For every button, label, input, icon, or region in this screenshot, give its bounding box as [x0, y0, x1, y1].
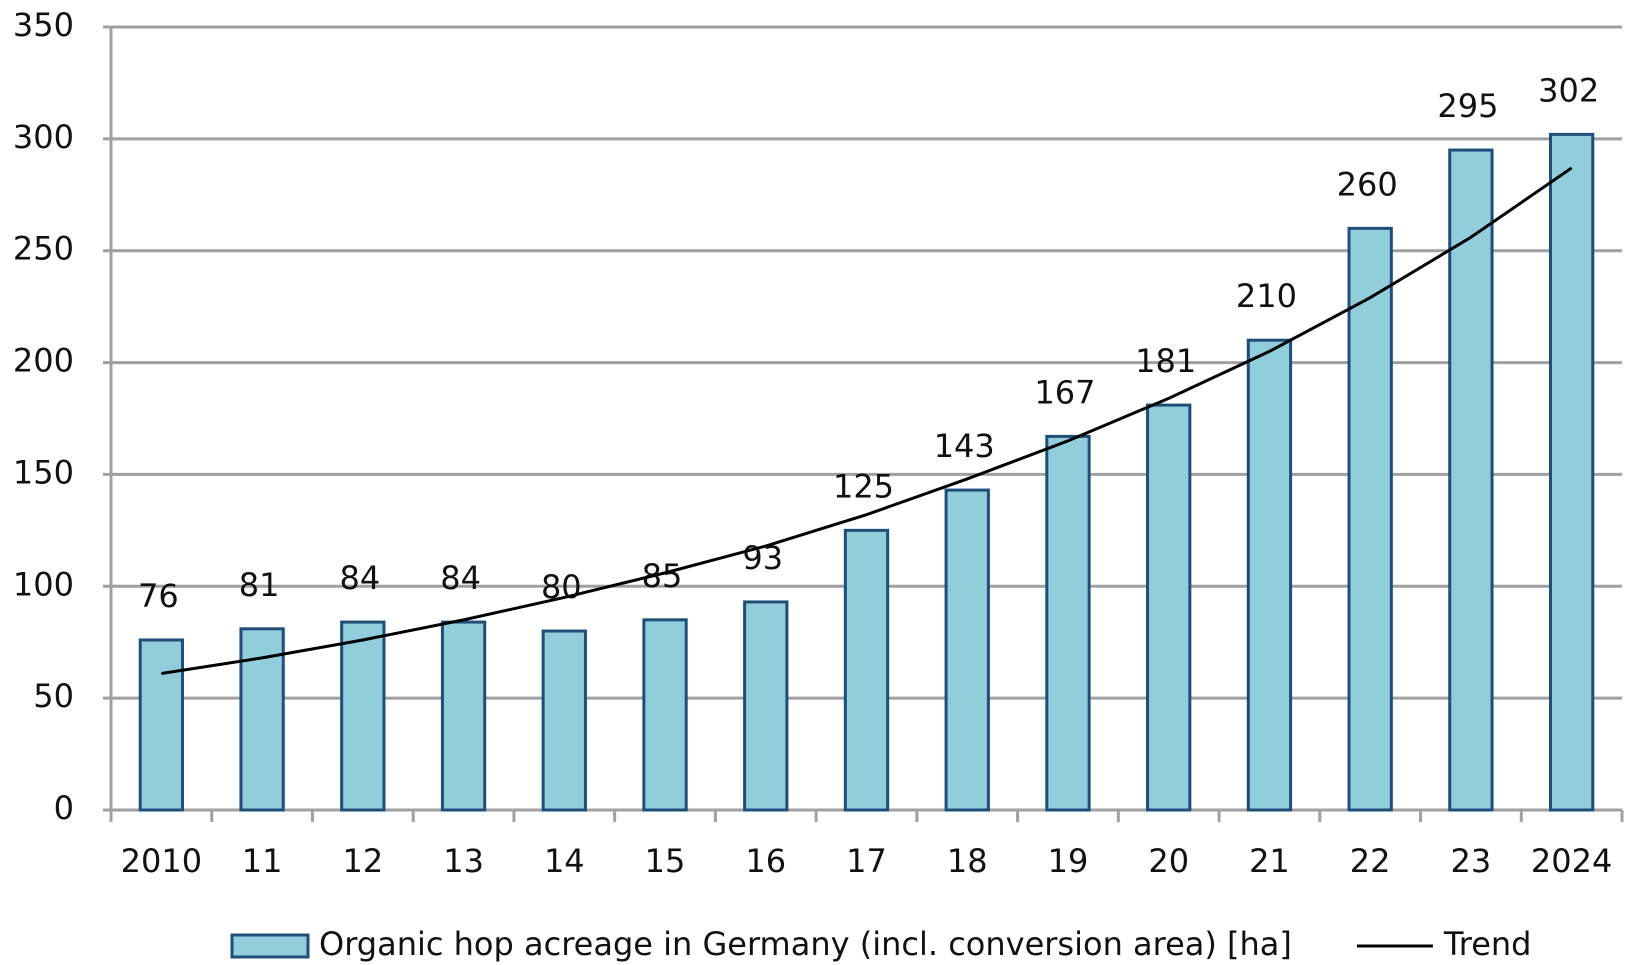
bar	[340, 620, 386, 812]
bar	[642, 618, 688, 812]
y-tick-label: 50	[33, 677, 74, 715]
data-label: 143	[934, 427, 995, 465]
bar	[1347, 226, 1393, 812]
x-tick-label: 11	[242, 842, 283, 880]
x-tick-label: 17	[846, 842, 887, 880]
data-label: 76	[138, 577, 179, 615]
y-tick-label: 100	[13, 565, 74, 603]
x-tick-label: 14	[544, 842, 585, 880]
data-label: 81	[239, 566, 280, 604]
x-tick-label: 20	[1148, 842, 1189, 880]
data-label: 295	[1437, 87, 1498, 125]
x-tick-label: 12	[342, 842, 383, 880]
bar	[541, 629, 587, 812]
data-label: 181	[1135, 342, 1196, 380]
y-tick-label: 350	[13, 6, 74, 44]
y-tick-label: 0	[54, 789, 74, 827]
x-tick-label: 19	[1048, 842, 1089, 880]
bar	[440, 620, 487, 812]
x-tick-label: 22	[1350, 842, 1391, 880]
y-tick-label: 200	[13, 342, 74, 380]
data-label: 167	[1034, 373, 1095, 411]
legend-swatch	[230, 933, 310, 959]
bar	[1045, 434, 1091, 812]
y-tick-label: 300	[13, 118, 74, 156]
x-tick-label: 23	[1451, 842, 1492, 880]
bar	[1448, 148, 1494, 812]
legend-label: Trend	[1443, 925, 1532, 963]
data-label: 84	[339, 559, 380, 597]
y-tick-label: 250	[13, 230, 74, 268]
legend-label: Organic hop acreage in Germany (incl. co…	[319, 925, 1292, 963]
bar	[138, 638, 185, 812]
x-tick-label: 21	[1249, 842, 1290, 880]
data-label: 260	[1337, 165, 1398, 203]
bar	[1246, 338, 1293, 812]
x-tick-label: 16	[745, 842, 786, 880]
data-label: 125	[833, 467, 894, 505]
data-label: 210	[1236, 277, 1297, 315]
bar	[843, 528, 890, 812]
x-tick-label: 18	[947, 842, 988, 880]
bar	[1146, 403, 1192, 812]
x-tick-label: 15	[645, 842, 686, 880]
bar	[1548, 132, 1595, 812]
trend-line	[161, 166, 1573, 676]
data-label: 84	[440, 559, 481, 597]
y-tick-label: 150	[13, 453, 74, 491]
x-tick-label: 2024	[1531, 842, 1612, 880]
x-tick-label: 13	[443, 842, 484, 880]
x-tick-label: 2010	[121, 842, 202, 880]
data-label: 302	[1538, 71, 1599, 109]
bar	[743, 600, 789, 812]
bar	[944, 488, 990, 812]
data-label: 93	[742, 539, 783, 577]
